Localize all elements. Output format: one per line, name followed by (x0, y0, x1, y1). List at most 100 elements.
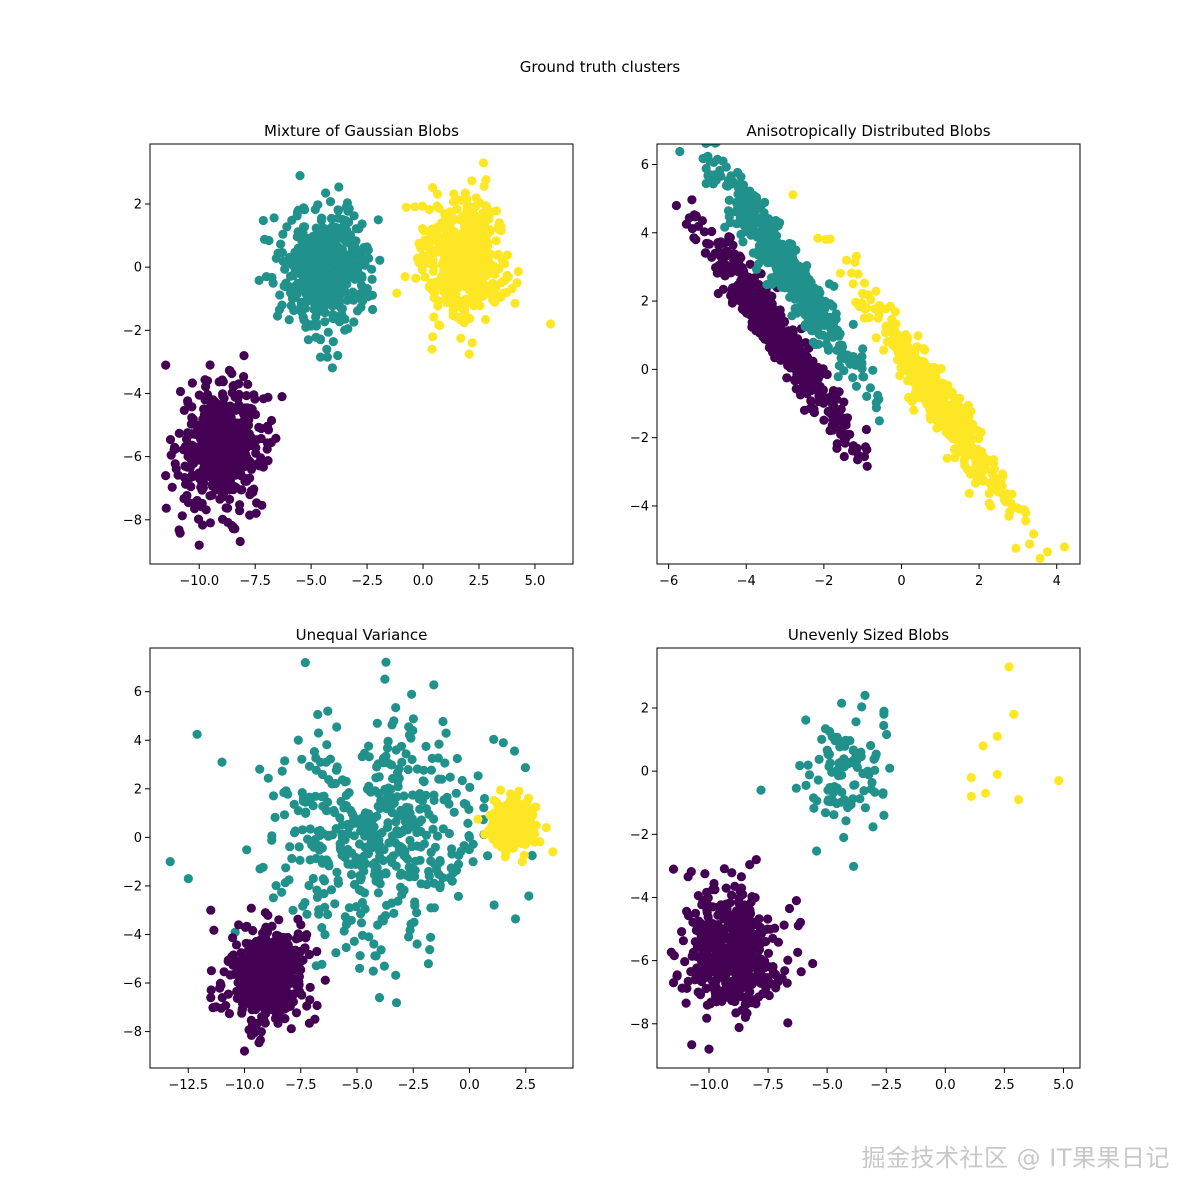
data-point (300, 898, 310, 908)
data-point (822, 319, 833, 329)
data-point (256, 952, 266, 963)
data-point (233, 424, 243, 434)
data-point (873, 313, 883, 323)
data-point (367, 264, 377, 274)
data-point (391, 861, 401, 871)
data-point (791, 384, 801, 394)
y-tick-label: −6 (123, 450, 142, 465)
data-point (434, 774, 444, 784)
data-point (745, 299, 755, 309)
data-point (502, 826, 512, 837)
data-point (697, 134, 706, 143)
data-point (440, 758, 450, 768)
data-point (801, 338, 811, 348)
data-point (436, 282, 446, 292)
data-point (234, 920, 244, 930)
data-point (236, 470, 246, 480)
data-point (392, 826, 402, 836)
data-point (318, 300, 328, 310)
data-point (839, 397, 849, 407)
data-point (495, 824, 505, 834)
data-point (900, 343, 911, 353)
data-point (947, 414, 957, 424)
data-point (237, 485, 247, 495)
data-point (274, 915, 284, 925)
data-point (318, 874, 328, 884)
data-point (326, 885, 337, 895)
data-point (197, 440, 208, 450)
data-point (332, 722, 342, 732)
data-point (320, 317, 330, 327)
data-point (859, 451, 870, 462)
data-point (279, 810, 290, 820)
data-point (288, 905, 298, 915)
data-point (260, 970, 270, 980)
data-point (759, 243, 769, 253)
data-point (178, 445, 188, 455)
data-point (302, 1001, 312, 1011)
y-tick-label: −8 (123, 513, 142, 528)
data-point (800, 265, 810, 275)
data-point (796, 967, 806, 977)
data-point (236, 948, 246, 958)
scatter-points (161, 158, 556, 550)
data-point (199, 417, 209, 428)
x-tick-label: −5.0 (295, 574, 327, 589)
data-point (356, 886, 366, 896)
data-point (251, 961, 261, 971)
data-point (291, 1008, 302, 1018)
data-point (799, 350, 809, 360)
data-point (315, 352, 326, 362)
data-point (752, 264, 762, 274)
data-point (428, 332, 438, 342)
data-point (347, 809, 357, 819)
data-point (338, 269, 348, 279)
data-point (332, 762, 342, 772)
data-point (727, 890, 737, 900)
data-point (221, 483, 231, 493)
data-point (847, 446, 858, 456)
data-point (177, 511, 187, 521)
data-point (826, 409, 836, 419)
data-point (426, 932, 436, 942)
data-point (431, 245, 441, 255)
y-tick-label: 6 (641, 158, 649, 173)
data-point (399, 791, 409, 801)
data-point (397, 757, 407, 767)
subplot-title: Unequal Variance (296, 626, 428, 644)
data-point (410, 897, 420, 907)
data-point (514, 786, 524, 796)
data-point (451, 788, 461, 798)
data-point (464, 237, 474, 247)
data-point (161, 503, 171, 513)
data-point (346, 870, 357, 880)
data-point (259, 1015, 269, 1025)
data-point (183, 874, 193, 884)
data-point (848, 373, 858, 383)
data-point (304, 761, 315, 771)
data-point (304, 880, 314, 891)
data-point (282, 222, 292, 232)
data-point (446, 224, 456, 234)
data-point (323, 327, 333, 337)
data-point (510, 298, 520, 308)
data-point (936, 421, 946, 431)
data-point (840, 438, 850, 448)
data-point (316, 855, 326, 865)
data-point (206, 985, 216, 995)
data-point (839, 451, 849, 462)
data-point (862, 391, 872, 401)
data-point (429, 680, 439, 690)
data-point (821, 234, 831, 244)
y-tick-label: 0 (134, 261, 142, 276)
data-point (888, 335, 898, 345)
data-point (745, 259, 755, 269)
data-point (356, 280, 367, 290)
data-point (237, 435, 247, 445)
data-point (421, 830, 431, 840)
data-point (206, 966, 216, 976)
data-point (235, 506, 245, 516)
data-point (300, 943, 310, 953)
data-point (415, 804, 425, 814)
